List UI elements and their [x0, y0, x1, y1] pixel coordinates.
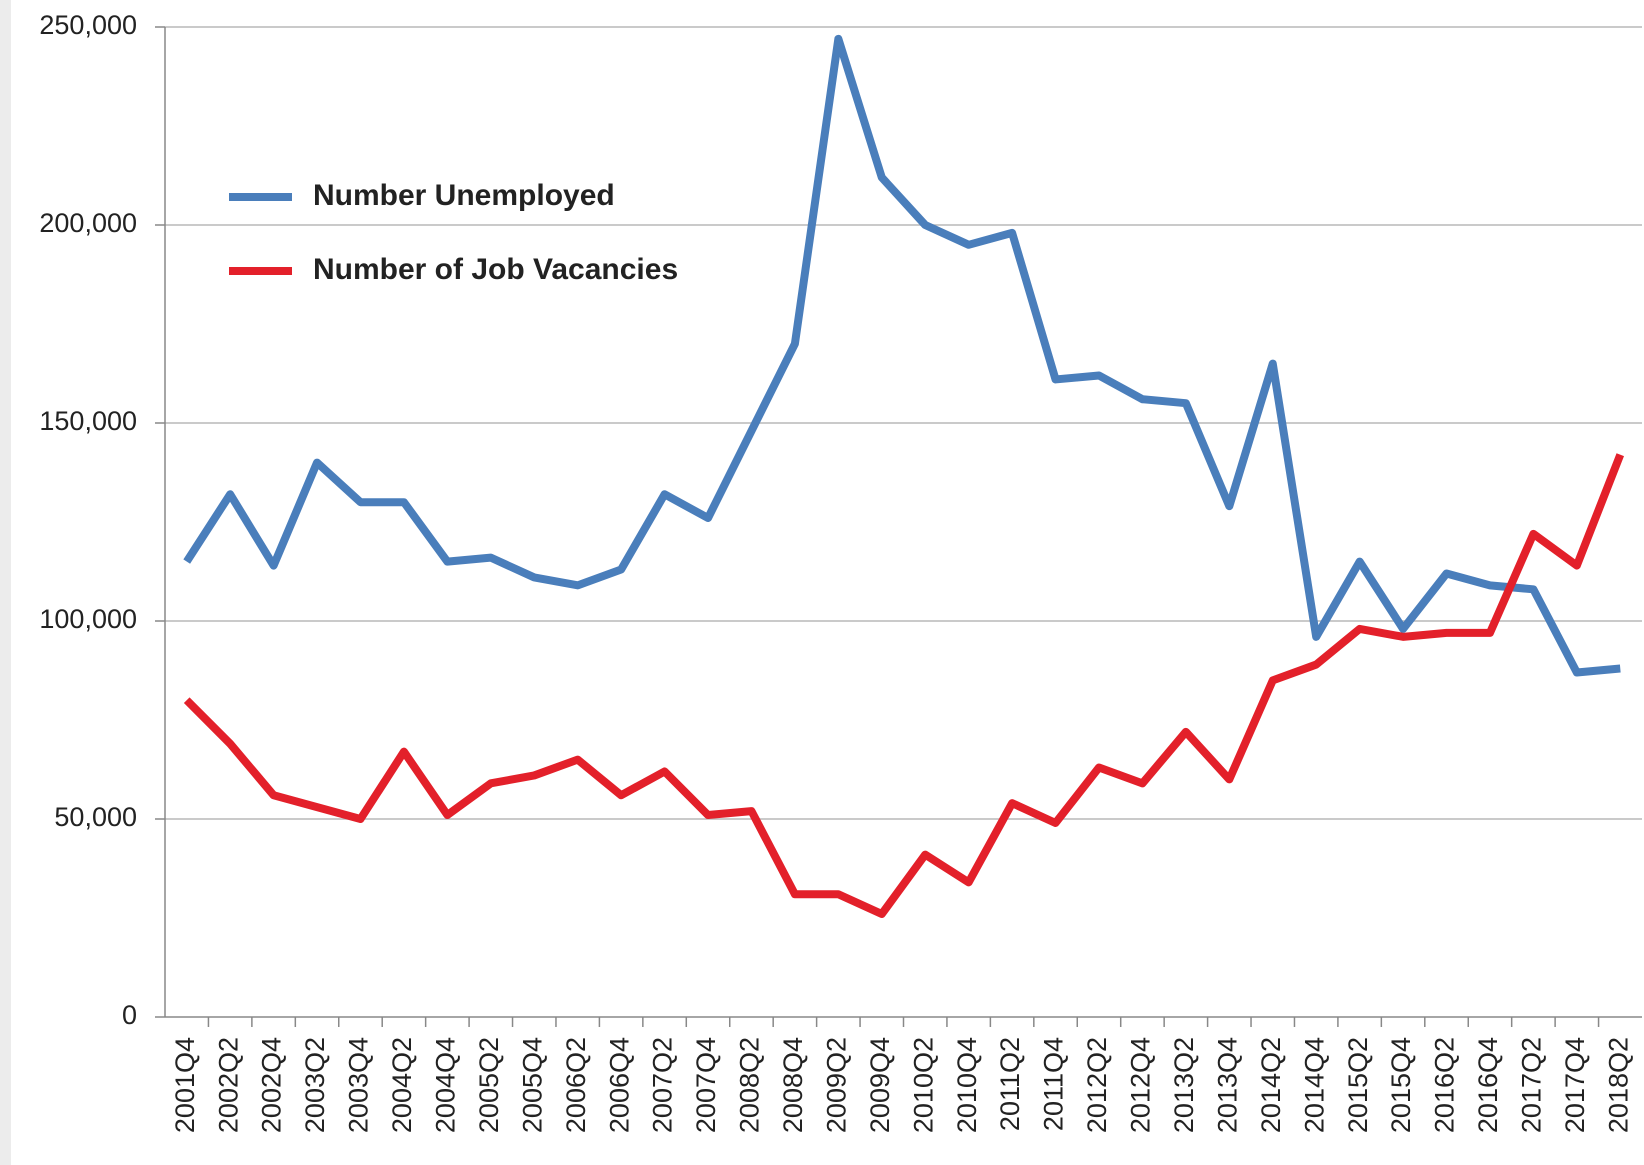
- x-tick-label: 2010Q4: [952, 1037, 982, 1133]
- x-tick-label: 2017Q4: [1560, 1037, 1590, 1133]
- x-tick-label: 2003Q4: [344, 1037, 374, 1133]
- x-tick-label: 2010Q2: [908, 1037, 938, 1133]
- y-tick-label: 200,000: [39, 208, 137, 238]
- legend-label: Number of Job Vacancies: [313, 253, 678, 286]
- x-tick-label: 2001Q4: [170, 1037, 200, 1133]
- x-tick-label: 2016Q4: [1473, 1037, 1503, 1133]
- x-tick-label: 2014Q4: [1299, 1037, 1329, 1133]
- x-tick-label: 2004Q2: [387, 1037, 417, 1133]
- x-tick-label: 2003Q2: [300, 1037, 330, 1133]
- x-tick-label: 2002Q4: [257, 1037, 287, 1133]
- x-tick-label: 2017Q2: [1517, 1037, 1547, 1133]
- side-strip: [0, 0, 11, 1165]
- x-tick-label: 2012Q2: [1082, 1037, 1112, 1133]
- legend-label: Number Unemployed: [313, 179, 615, 212]
- x-tick-label: 2008Q2: [735, 1037, 765, 1133]
- y-tick-label: 100,000: [39, 604, 137, 634]
- y-tick-label: 150,000: [39, 406, 137, 436]
- x-tick-label: 2002Q2: [213, 1037, 243, 1133]
- x-tick-label: 2012Q4: [1126, 1037, 1156, 1133]
- line-series: [183, 34, 1621, 677]
- x-tick-label: 2011Q2: [995, 1037, 1025, 1131]
- x-tick-label: 2008Q4: [778, 1037, 808, 1133]
- x-tick-label: 2007Q2: [648, 1037, 678, 1133]
- y-tick-label: 0: [122, 1000, 137, 1030]
- x-tick-label: 2015Q2: [1343, 1037, 1373, 1133]
- x-tick-label: 2011Q4: [1039, 1037, 1069, 1131]
- x-tick-label: 2004Q4: [430, 1037, 460, 1133]
- x-tick-label: 2006Q4: [604, 1037, 634, 1133]
- y-tick-label: 250,000: [39, 10, 137, 40]
- x-tick-label: 2009Q2: [821, 1037, 851, 1133]
- x-tick-label: 2005Q2: [474, 1037, 504, 1133]
- x-tick-label: 2016Q2: [1430, 1037, 1460, 1133]
- x-tick-label: 2013Q2: [1169, 1037, 1199, 1133]
- x-tick-label: 2018Q2: [1603, 1037, 1633, 1133]
- x-tick-label: 2009Q4: [865, 1037, 895, 1133]
- x-tick-label: 2014Q2: [1256, 1037, 1286, 1133]
- x-tick-label: 2005Q4: [517, 1037, 547, 1133]
- x-tick-label: 2007Q4: [691, 1037, 721, 1133]
- x-tick-label: 2015Q4: [1386, 1037, 1416, 1133]
- x-tick-label: 2006Q2: [561, 1037, 591, 1133]
- y-tick-label: 50,000: [54, 802, 137, 832]
- x-tick-label: 2013Q4: [1212, 1037, 1242, 1133]
- line-series: [183, 453, 1625, 919]
